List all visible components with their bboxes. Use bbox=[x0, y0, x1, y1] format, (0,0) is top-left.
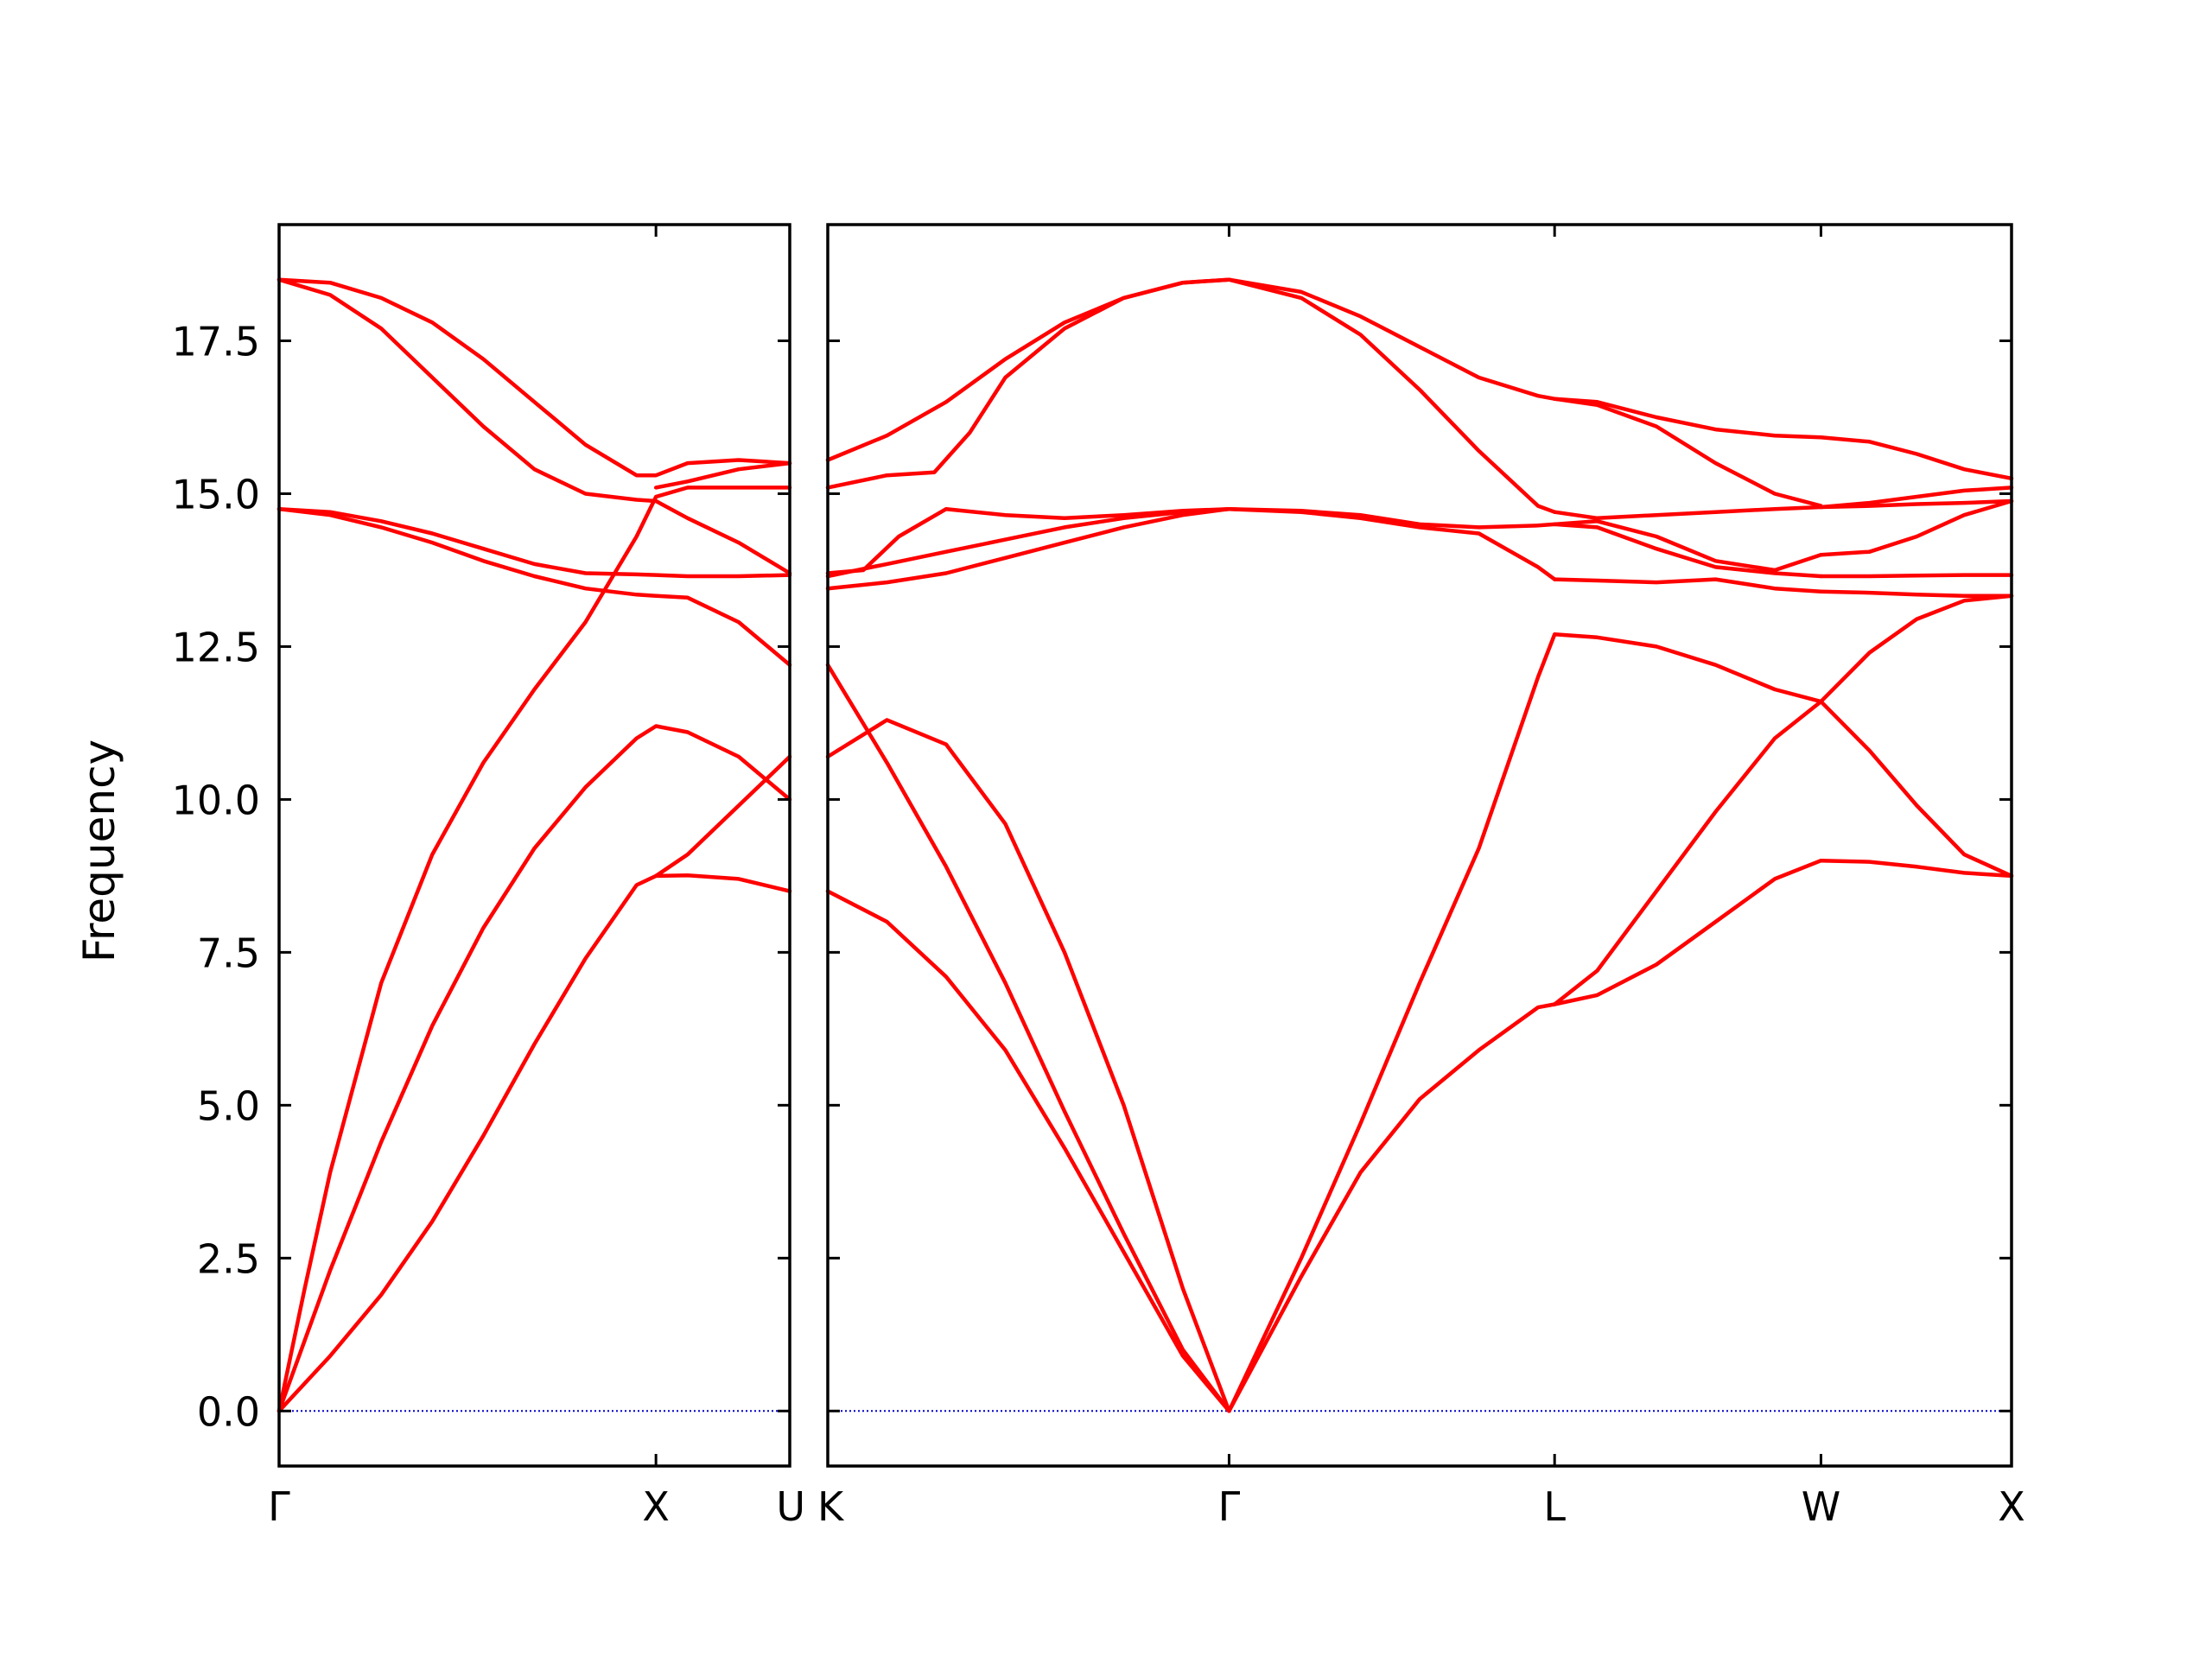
y-axis-label: Frequency bbox=[74, 739, 124, 962]
x-tick-label: X bbox=[642, 1483, 670, 1530]
band-line-2-21 bbox=[1552, 519, 1823, 573]
y-tick-label: 17.5 bbox=[172, 318, 260, 365]
band-line-2-14 bbox=[1227, 277, 1557, 401]
x-tick-label: Γ bbox=[268, 1483, 290, 1530]
band-line-2-4 bbox=[825, 506, 1231, 591]
band-line-1-5 bbox=[276, 506, 792, 579]
band-line-2-30 bbox=[1819, 498, 2014, 510]
band-line-2-12 bbox=[1227, 506, 1557, 530]
x-tick-label: U bbox=[776, 1483, 805, 1530]
band-line-1-3 bbox=[276, 486, 792, 1413]
y-tick-label: 10.0 bbox=[172, 777, 260, 823]
band-line-2-8 bbox=[825, 277, 1231, 462]
band-line-2-24 bbox=[1819, 699, 2014, 879]
band-line-2-7 bbox=[825, 277, 1231, 490]
band-line-2-1 bbox=[825, 889, 1231, 1413]
band-line-2-22 bbox=[1552, 397, 1823, 440]
band-line-2-2 bbox=[825, 663, 1231, 1413]
band-line-2-9 bbox=[1227, 632, 1557, 1413]
band-line-2-3 bbox=[825, 718, 1231, 1413]
y-tick-label: 5.0 bbox=[197, 1082, 260, 1129]
band-line-2-32 bbox=[1819, 435, 2014, 481]
band-line-2-29 bbox=[1819, 498, 2014, 557]
y-tick-label: 0.0 bbox=[197, 1388, 260, 1435]
x-tick-label: Γ bbox=[1218, 1483, 1241, 1530]
y-tick-label: 2.5 bbox=[197, 1235, 260, 1282]
band-line-2-19 bbox=[1552, 522, 1823, 579]
band-line-2-23 bbox=[1552, 397, 1823, 508]
band-line-1-9 bbox=[653, 460, 792, 490]
band-line-1-4 bbox=[276, 506, 792, 667]
band-line-2-27 bbox=[1819, 589, 2014, 598]
y-tick-label: 7.5 bbox=[197, 930, 260, 976]
band-line-2-17 bbox=[1552, 699, 1823, 1006]
x-tick-label: L bbox=[1543, 1483, 1566, 1530]
y-tick-label: 15.0 bbox=[172, 471, 260, 517]
band-line-2-20 bbox=[1552, 505, 1823, 521]
panel-frame bbox=[826, 223, 2013, 1468]
band-line-1-6 bbox=[276, 277, 792, 575]
band-line-2-10 bbox=[1227, 1002, 1557, 1413]
band-line-2-15 bbox=[1552, 632, 1823, 704]
panel-frame bbox=[277, 223, 791, 1468]
band-line-2-31 bbox=[1819, 486, 2014, 510]
band-line-1-7 bbox=[276, 277, 792, 478]
x-tick-label: W bbox=[1802, 1483, 1840, 1530]
band-line-2-28 bbox=[1819, 573, 2014, 579]
band-line-2-18 bbox=[1552, 577, 1823, 593]
band-line-2-26 bbox=[1819, 593, 2014, 704]
band-line-1-1 bbox=[276, 724, 792, 1413]
band-line-1-2 bbox=[276, 754, 792, 1413]
band-line-2-13 bbox=[1227, 277, 1557, 514]
panel-1: 0.0 2.5 5.0 7.5 10.0 12.5 15.0 17.5 Γ X U bbox=[172, 223, 805, 1530]
y-tick-label: 12.5 bbox=[172, 624, 260, 670]
band-line-2-25 bbox=[1819, 858, 2014, 879]
band-line-2-6 bbox=[825, 506, 1231, 575]
x-tick-label: K bbox=[817, 1483, 845, 1530]
band-line-2-16 bbox=[1552, 858, 1823, 1006]
x-tick-label: X bbox=[1998, 1483, 2025, 1530]
band-line-1-8 bbox=[653, 873, 792, 893]
